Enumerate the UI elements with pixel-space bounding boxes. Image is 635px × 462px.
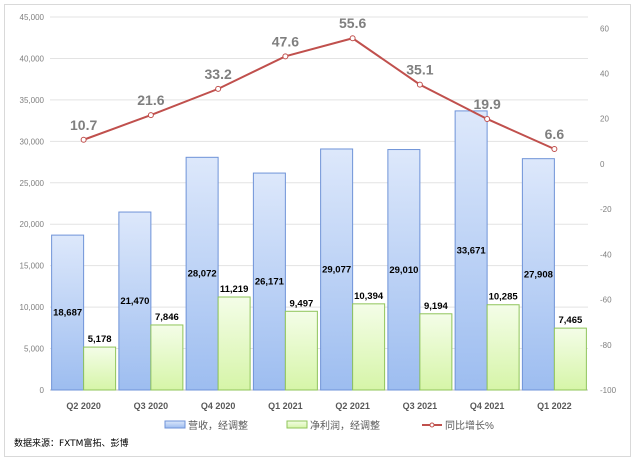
x-tick-label: Q3 2021 (403, 401, 438, 411)
legend-net-profit-label: 净利润，经调整 (310, 419, 380, 432)
revenue-data-label: 18,687 (53, 308, 82, 319)
y-tick-label: 20,000 (20, 220, 45, 229)
x-tick-label: Q4 2020 (201, 401, 236, 411)
growth-point (484, 115, 491, 122)
growth-data-label: 19.9 (474, 96, 501, 112)
x-tick-label: Q1 2022 (537, 401, 572, 411)
net-profit-data-label: 11,219 (220, 284, 249, 295)
revenue-bar (521, 158, 555, 391)
growth-point (215, 85, 222, 92)
net-profit-bar (352, 303, 386, 391)
growth-data-label: 33.2 (205, 66, 232, 82)
revenue-bar (320, 148, 354, 391)
x-tick-label: Q2 2021 (335, 401, 370, 411)
y2-tick-label: 40 (600, 70, 609, 79)
net-profit-bar (217, 296, 251, 391)
growth-data-label: 35.1 (406, 62, 433, 78)
y2-tick-label: -80 (600, 341, 612, 350)
y-tick-label: 10,000 (20, 303, 45, 312)
net-profit-bar (486, 304, 520, 391)
y-tick-label: 5,000 (24, 345, 45, 354)
legend-revenue-swatch (164, 420, 186, 429)
x-tick-label: Q2 2020 (66, 401, 101, 411)
y-tick-label: 15,000 (20, 262, 45, 271)
y-tick-label: 40,000 (20, 54, 45, 63)
legend-net-profit-swatch (286, 420, 308, 429)
revenue-data-label: 21,470 (120, 296, 149, 307)
net-profit-data-label: 10,285 (489, 292, 519, 303)
growth-point (551, 146, 558, 153)
revenue-data-label: 26,171 (255, 277, 285, 288)
net-profit-bar (150, 324, 184, 391)
growth-data-label: 55.6 (339, 15, 366, 31)
revenue-bar (51, 234, 85, 391)
net-profit-bar (553, 327, 587, 391)
net-profit-bar (419, 313, 453, 391)
y-tick-label: 45,000 (20, 13, 45, 22)
revenue-data-label: 29,077 (322, 264, 351, 275)
legend-growth-marker (429, 422, 435, 428)
net-profit-data-label: 7,465 (558, 315, 582, 326)
revenue-bar (185, 156, 219, 391)
y-tick-label: 30,000 (20, 137, 45, 146)
legend-revenue-label: 营收，经调整 (188, 419, 248, 432)
net-profit-data-label: 7,846 (155, 312, 179, 323)
revenue-bar (118, 211, 152, 391)
revenue-bar (252, 172, 286, 391)
growth-point (80, 136, 87, 143)
growth-data-label: 47.6 (272, 33, 299, 49)
x-tick-label: Q3 2020 (134, 401, 169, 411)
growth-line (83, 37, 555, 150)
growth-data-label: 21.6 (137, 92, 164, 108)
y2-tick-label: -100 (600, 386, 617, 395)
net-profit-bar (83, 346, 117, 391)
source-note: 数据来源：FXTM富拓、彭博 (14, 439, 129, 449)
revenue-data-label: 29,010 (389, 265, 418, 276)
y2-tick-label: 20 (600, 115, 609, 124)
revenue-data-label: 28,072 (188, 269, 217, 280)
y2-tick-label: -40 (600, 250, 612, 259)
revenue-bar (387, 149, 421, 391)
y-tick-label: 35,000 (20, 96, 45, 105)
growth-data-label: 6.6 (545, 126, 565, 142)
legend-growth-label: 同比增长% (445, 419, 494, 432)
growth-point (349, 35, 356, 42)
y-tick-label: 25,000 (20, 179, 45, 188)
net-profit-bar (284, 310, 318, 391)
growth-point (282, 53, 289, 60)
y2-tick-label: 0 (600, 160, 605, 169)
revenue-data-label: 27,908 (524, 269, 553, 280)
net-profit-data-label: 5,178 (88, 334, 112, 345)
y2-tick-label: -20 (600, 205, 612, 214)
revenue-data-label: 33,671 (457, 245, 487, 256)
revenue-bar (454, 110, 488, 391)
net-profit-data-label: 10,394 (354, 291, 384, 302)
x-tick-label: Q1 2021 (268, 401, 303, 411)
y2-tick-label: 60 (600, 24, 609, 33)
y2-tick-label: -60 (600, 296, 612, 305)
growth-data-label: 10.7 (70, 117, 97, 133)
net-profit-data-label: 9,497 (289, 298, 313, 309)
growth-point (147, 112, 154, 119)
x-tick-label: Q4 2021 (470, 401, 505, 411)
net-profit-data-label: 9,194 (424, 301, 448, 312)
growth-point (416, 81, 423, 88)
y-tick-label: 0 (40, 386, 45, 395)
